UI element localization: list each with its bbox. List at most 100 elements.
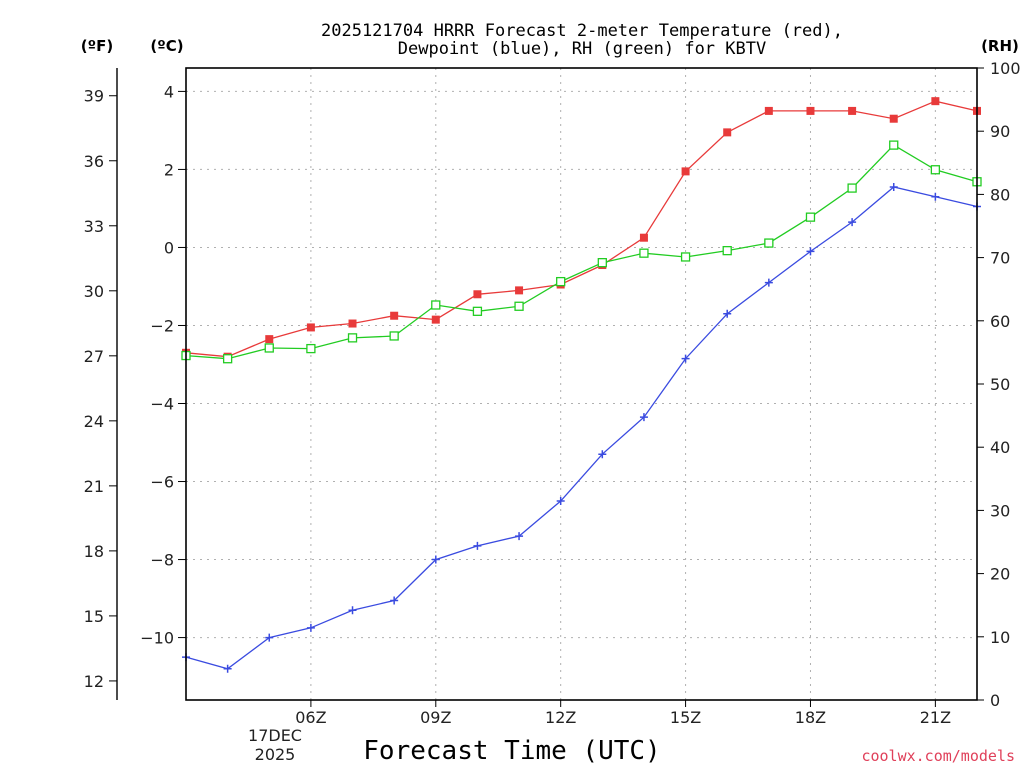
temperature-series <box>182 97 981 361</box>
fahrenheit-tick-label: 21 <box>84 477 104 496</box>
time-tick-label: 21Z <box>920 708 951 727</box>
temperature-point <box>723 128 732 137</box>
fahrenheit-tick-label: 24 <box>84 412 104 431</box>
temperature-point <box>848 106 857 115</box>
dewpoint-point <box>931 192 940 201</box>
fahrenheit-tick-label: 30 <box>84 282 104 301</box>
dewpoint-point <box>265 633 274 642</box>
data-series <box>181 97 982 673</box>
chart-title-line2: Dewpoint (blue), RH (green) for KBTV <box>398 39 766 59</box>
fahrenheit-tick-label: 39 <box>84 87 104 106</box>
rh-point <box>431 300 441 310</box>
celsius-tick-label: 2 <box>164 160 174 179</box>
rh-point <box>264 343 274 353</box>
temperature-point <box>889 114 898 123</box>
temperature-point <box>431 315 440 324</box>
dewpoint-point <box>431 555 440 564</box>
rh-point <box>639 248 649 258</box>
dewpoint-point <box>681 354 690 363</box>
dewpoint-point <box>806 247 815 256</box>
gridlines <box>186 68 977 700</box>
dewpoint-point <box>848 218 857 227</box>
plot-frame <box>185 67 978 701</box>
rh-point <box>597 258 607 268</box>
rh-point <box>930 165 941 175</box>
temperature-point <box>473 290 482 299</box>
x-axis-title: Forecast Time (UTC) <box>363 736 660 766</box>
time-tick-label: 15Z <box>670 708 701 727</box>
rh-point <box>472 306 483 316</box>
temperature-point <box>390 311 399 320</box>
chart-title-line1: 2025121704 HRRR Forecast 2-meter Tempera… <box>321 21 843 41</box>
fahrenheit-tick-label: 12 <box>84 672 104 691</box>
temperature-point <box>681 167 690 176</box>
temperature-point <box>515 286 524 295</box>
temperature-line <box>185 100 978 358</box>
rh-tick-label: 30 <box>990 501 1010 520</box>
time-tick-label: 18Z <box>795 708 826 727</box>
rh-tick-label: 90 <box>990 122 1010 141</box>
rh-tick-label: 60 <box>990 312 1010 331</box>
rh-tick-label: 10 <box>990 628 1010 647</box>
celsius-unit-label: (ºC) <box>150 37 183 55</box>
dewpoint-point <box>723 309 732 318</box>
dewpoint-point <box>639 413 648 422</box>
dewpoint-point <box>889 182 898 191</box>
rh-point <box>889 140 899 150</box>
celsius-tick-label: −10 <box>140 629 174 648</box>
temperature-point <box>764 106 773 115</box>
rh-tick-label: 20 <box>990 565 1010 584</box>
celsius-tick-label: −8 <box>150 551 174 570</box>
dewpoint-line <box>185 186 978 670</box>
temperature-point <box>931 97 940 106</box>
fahrenheit-tick-label: 33 <box>84 217 104 236</box>
celsius-axis: 4 2 0 −2 −4 −6 −8 −10 <box>140 82 186 648</box>
dewpoint-point <box>348 606 357 615</box>
celsius-tick-label: 0 <box>164 238 174 257</box>
fahrenheit-axis: 39 36 33 30 27 24 21 18 15 12 <box>84 68 118 700</box>
dewpoint-series <box>182 182 981 673</box>
rh-tick-label: 70 <box>990 249 1010 268</box>
time-tick-label: 09Z <box>420 708 451 727</box>
rh-point <box>805 212 816 222</box>
rh-point <box>722 245 732 256</box>
rh-series <box>181 140 982 364</box>
dewpoint-point <box>598 450 607 459</box>
rh-tick-label: 0 <box>990 691 1000 710</box>
rh-point <box>514 301 524 311</box>
date-day-label: 17DEC <box>248 726 302 745</box>
credit-text: coolwx.com/models <box>861 747 1015 765</box>
dewpoint-point <box>473 541 482 550</box>
rh-tick-label: 50 <box>990 375 1010 394</box>
rh-point <box>389 331 399 341</box>
temperature-point <box>306 323 315 332</box>
time-tick-label: 12Z <box>545 708 576 727</box>
date-year-label: 2025 <box>255 745 296 764</box>
fahrenheit-tick-label: 27 <box>84 347 104 366</box>
temperature-point <box>348 319 357 328</box>
celsius-tick-label: −4 <box>150 395 174 414</box>
celsius-tick-label: 4 <box>164 82 174 101</box>
dewpoint-point <box>306 623 315 632</box>
dewpoint-point <box>764 278 773 287</box>
fahrenheit-unit-label: (ºF) <box>81 37 113 55</box>
time-tick-label: 06Z <box>295 708 326 727</box>
time-axis: 06Z 09Z 12Z 15Z 18Z 21Z <box>295 700 951 727</box>
dewpoint-point <box>390 596 399 605</box>
celsius-tick-label: −6 <box>150 473 174 492</box>
rh-point <box>306 343 316 354</box>
rh-point <box>556 276 566 287</box>
rh-unit-label: (RH) <box>981 37 1019 55</box>
rh-line <box>185 144 978 360</box>
temperature-point <box>639 233 648 242</box>
celsius-tick-label: −2 <box>150 316 174 335</box>
rh-point <box>680 252 691 262</box>
rh-tick-label: 80 <box>990 185 1010 204</box>
fahrenheit-tick-label: 36 <box>84 152 104 171</box>
temperature-point <box>265 335 274 344</box>
dewpoint-point <box>223 664 232 673</box>
dewpoint-point <box>515 532 524 541</box>
fahrenheit-tick-label: 15 <box>84 607 104 626</box>
